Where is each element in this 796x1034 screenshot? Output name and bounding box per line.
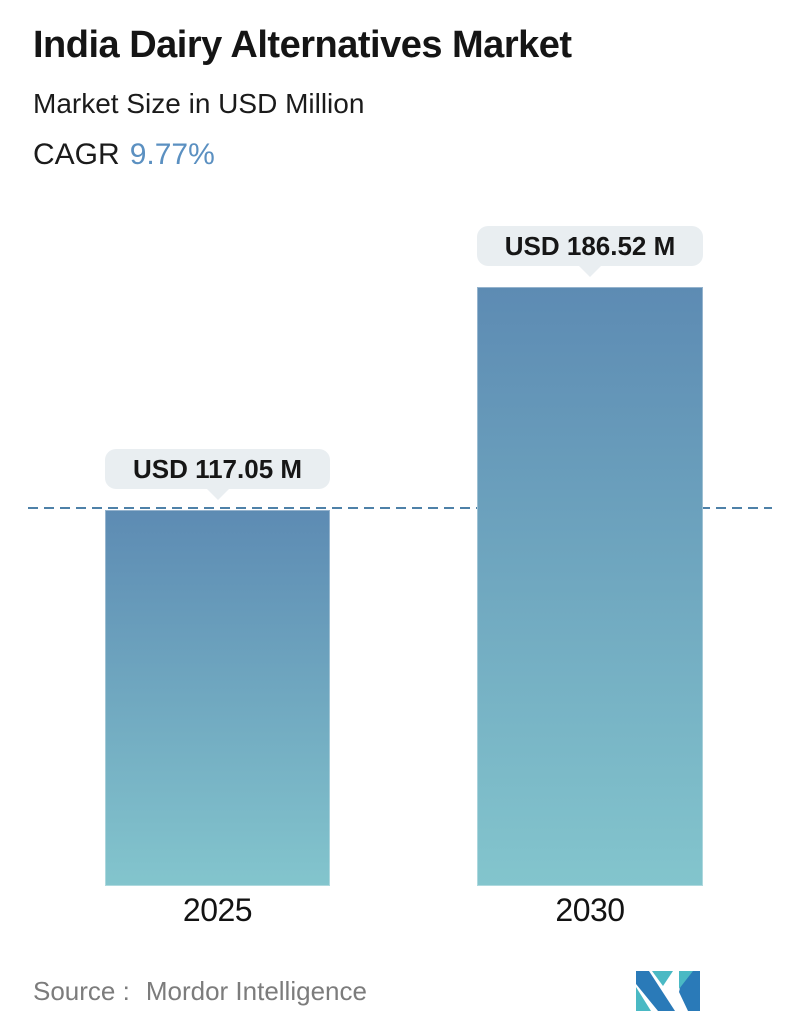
logo-teal-left-triangle bbox=[636, 987, 651, 1011]
bar-2025 bbox=[105, 510, 330, 886]
logo-teal-top-wedge bbox=[652, 971, 673, 986]
bar-chart: USD 117.05 M 2025 USD 186.52 M 2030 bbox=[0, 200, 796, 928]
value-label-2030: USD 186.52 M bbox=[504, 231, 676, 261]
tooltip-pointer-icon bbox=[206, 489, 229, 500]
bar-2030 bbox=[477, 287, 703, 886]
x-axis-label-2025: 2025 bbox=[182, 892, 253, 928]
value-tooltip-2030: USD 186.52 M bbox=[477, 226, 703, 277]
page-title: India Dairy Alternatives Market bbox=[33, 24, 572, 66]
cagr-row: CAGR 9.77% bbox=[33, 138, 215, 172]
logo-blue-left-diagonal bbox=[636, 971, 675, 1011]
source-value: Mordor Intelligence bbox=[145, 976, 367, 1006]
mordor-intelligence-logo bbox=[636, 971, 700, 1011]
x-axis-label-2030: 2030 bbox=[555, 892, 625, 928]
source-label: Source : bbox=[33, 976, 130, 1006]
source-row: Source : Mordor Intelligence bbox=[33, 976, 367, 1007]
page-subtitle: Market Size in USD Million bbox=[33, 88, 365, 119]
value-tooltip-2025: USD 117.05 M bbox=[105, 449, 330, 500]
reference-dashed-line bbox=[28, 507, 772, 509]
cagr-value: 9.77% bbox=[129, 138, 215, 171]
value-label-2025: USD 117.05 M bbox=[132, 454, 303, 484]
tooltip-pointer-icon bbox=[579, 266, 601, 277]
logo-teal-right-triangle bbox=[679, 971, 693, 989]
cagr-label: CAGR bbox=[33, 138, 120, 171]
